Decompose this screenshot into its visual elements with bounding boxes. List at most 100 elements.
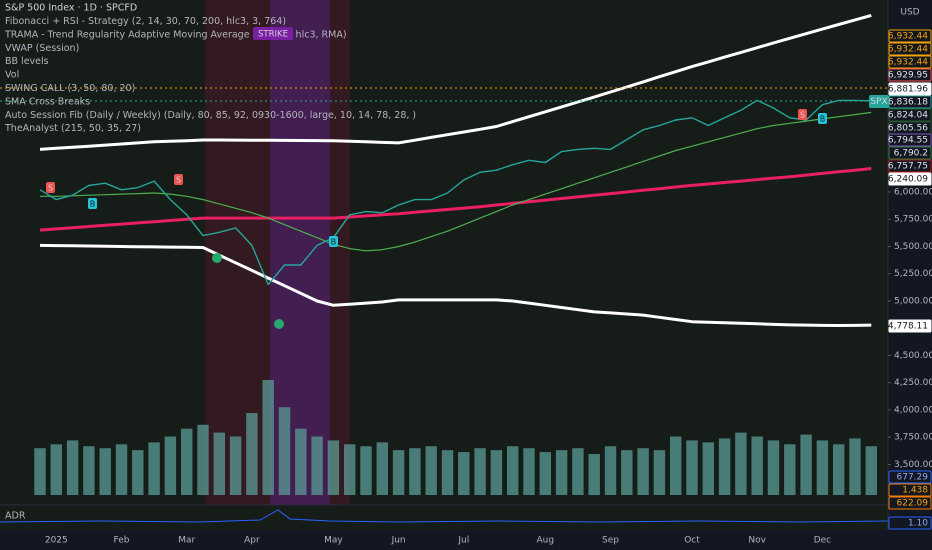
signal-dot <box>274 319 284 329</box>
sub-pane-label: ADR <box>5 511 26 522</box>
price-tag-label: 6,881.96 <box>888 85 928 95</box>
x-tick-label: Oct <box>684 536 700 546</box>
volume-bar <box>572 448 584 495</box>
volume-bar <box>262 379 274 495</box>
signal-b: B <box>88 198 97 209</box>
price-tag-label: 1.10 <box>908 519 928 529</box>
x-tick-label: Apr <box>244 536 260 546</box>
price-tag <box>888 42 932 56</box>
price-tag <box>888 483 932 497</box>
volume-bar <box>751 436 763 495</box>
indicator-label: Auto Session Fib (Daily / Weekly) (Daily… <box>5 110 416 121</box>
volume-bar <box>784 444 796 495</box>
indicator-label: SWING CALL (3, 50, 80, 20) <box>5 83 135 94</box>
signal-label: B <box>331 238 337 247</box>
volume-bar <box>197 424 209 495</box>
volume-bar <box>278 407 291 495</box>
volume-bar <box>99 448 111 495</box>
price-line <box>39 99 872 286</box>
volume-bar <box>327 440 340 495</box>
strike-text: STRIKE <box>258 30 288 40</box>
price-tag-label: 6,824.04 <box>888 111 928 121</box>
y-tick-label: 5,750.00 <box>894 215 932 225</box>
volume-bar <box>621 450 633 495</box>
y-tick-label: 4,500.00 <box>894 351 932 361</box>
indicator-label: Fibonacci + RSI - Strategy (2, 14, 30, 7… <box>5 16 286 27</box>
indicator-label: TheAnalyst (215, 50, 35, 27) <box>4 123 141 134</box>
volume-bar <box>474 448 486 495</box>
volume-bar <box>311 436 323 495</box>
x-tick-label: 2025 <box>45 536 68 546</box>
volume-bar <box>735 432 747 495</box>
volume-bar <box>66 440 79 495</box>
volume-bar <box>229 436 242 495</box>
price-tag <box>888 516 932 530</box>
y-tick-label: 4,000.00 <box>894 405 932 415</box>
x-tick-label: Sep <box>602 536 619 546</box>
x-tick-label: Jun <box>391 536 406 546</box>
symbol-tag <box>869 95 889 108</box>
price-tag-label: 6,240.09 <box>888 175 928 185</box>
y-tick-label: 3,750.00 <box>894 433 932 443</box>
x-tick-label: Dec <box>814 536 831 546</box>
volume-bar <box>686 440 698 495</box>
y-tick-label: 5,250.00 <box>894 269 932 279</box>
price-tag-label: 622.09 <box>897 499 929 509</box>
volume-bar <box>800 434 812 495</box>
volume-layer <box>34 379 878 495</box>
y-tick-label: 5,500.00 <box>894 242 932 252</box>
chart-title: S&P 500 Index · 1D · SPCFD <box>5 3 137 14</box>
red-zone <box>330 0 350 505</box>
volume-bar <box>343 444 356 495</box>
adr-line <box>0 509 889 523</box>
time-axis: 2025 Feb Mar Apr May Jun Jul Aug Sep Oct Nov Dec <box>45 536 831 546</box>
x-tick-label: Nov <box>748 536 766 546</box>
sub-pane <box>0 506 888 530</box>
volume-bar <box>83 446 95 495</box>
volume-bar <box>409 448 421 495</box>
volume-bar <box>604 446 617 495</box>
volume-bar <box>50 444 63 495</box>
signal-b: B <box>329 236 338 247</box>
volume-bar <box>832 444 845 495</box>
price-tag <box>888 146 932 160</box>
indicator-label: VWAP (Session) <box>5 43 79 54</box>
indicator-label: BB levels <box>5 56 49 67</box>
volume-bar <box>180 428 193 495</box>
price-tag-label: 6,836.18 <box>888 98 928 108</box>
symbol-text: SPX <box>870 97 887 107</box>
volume-bar <box>637 448 649 495</box>
volume-bar <box>865 446 878 495</box>
price-tag <box>888 82 932 96</box>
volume-bar <box>523 448 535 495</box>
price-tag <box>888 29 932 43</box>
price-tag-label: 6,757.75 <box>888 162 928 172</box>
volume-bar <box>490 450 503 495</box>
volume-bar <box>295 428 307 495</box>
volume-bar <box>458 452 470 495</box>
signal-s: S <box>174 174 183 185</box>
signal-label: S <box>800 111 805 120</box>
price-tag <box>888 133 932 147</box>
signal-dot <box>212 253 222 263</box>
volume-bar <box>213 432 226 495</box>
x-tick-label: Feb <box>114 536 130 546</box>
indicator-label: SMA Cross Breaks <box>5 96 90 107</box>
signal-label: B <box>820 115 826 124</box>
signal-s: S <box>798 109 807 120</box>
price-tag <box>888 108 932 122</box>
y-tick-label: 5,000.00 <box>894 296 932 306</box>
price-tag-label: 6,790.2 <box>894 149 928 159</box>
price-tag-label: 6,805.56 <box>888 124 928 134</box>
price-tag-label: 4,778.11 <box>888 322 928 332</box>
currency: USD <box>900 8 919 18</box>
volume-bar <box>115 444 128 495</box>
volume-bar <box>164 436 177 495</box>
price-tag <box>888 319 932 333</box>
price-tag-label: 1.438 <box>902 486 928 496</box>
band-line <box>39 243 872 327</box>
price-tag <box>888 68 932 82</box>
volume-bar <box>441 450 454 495</box>
